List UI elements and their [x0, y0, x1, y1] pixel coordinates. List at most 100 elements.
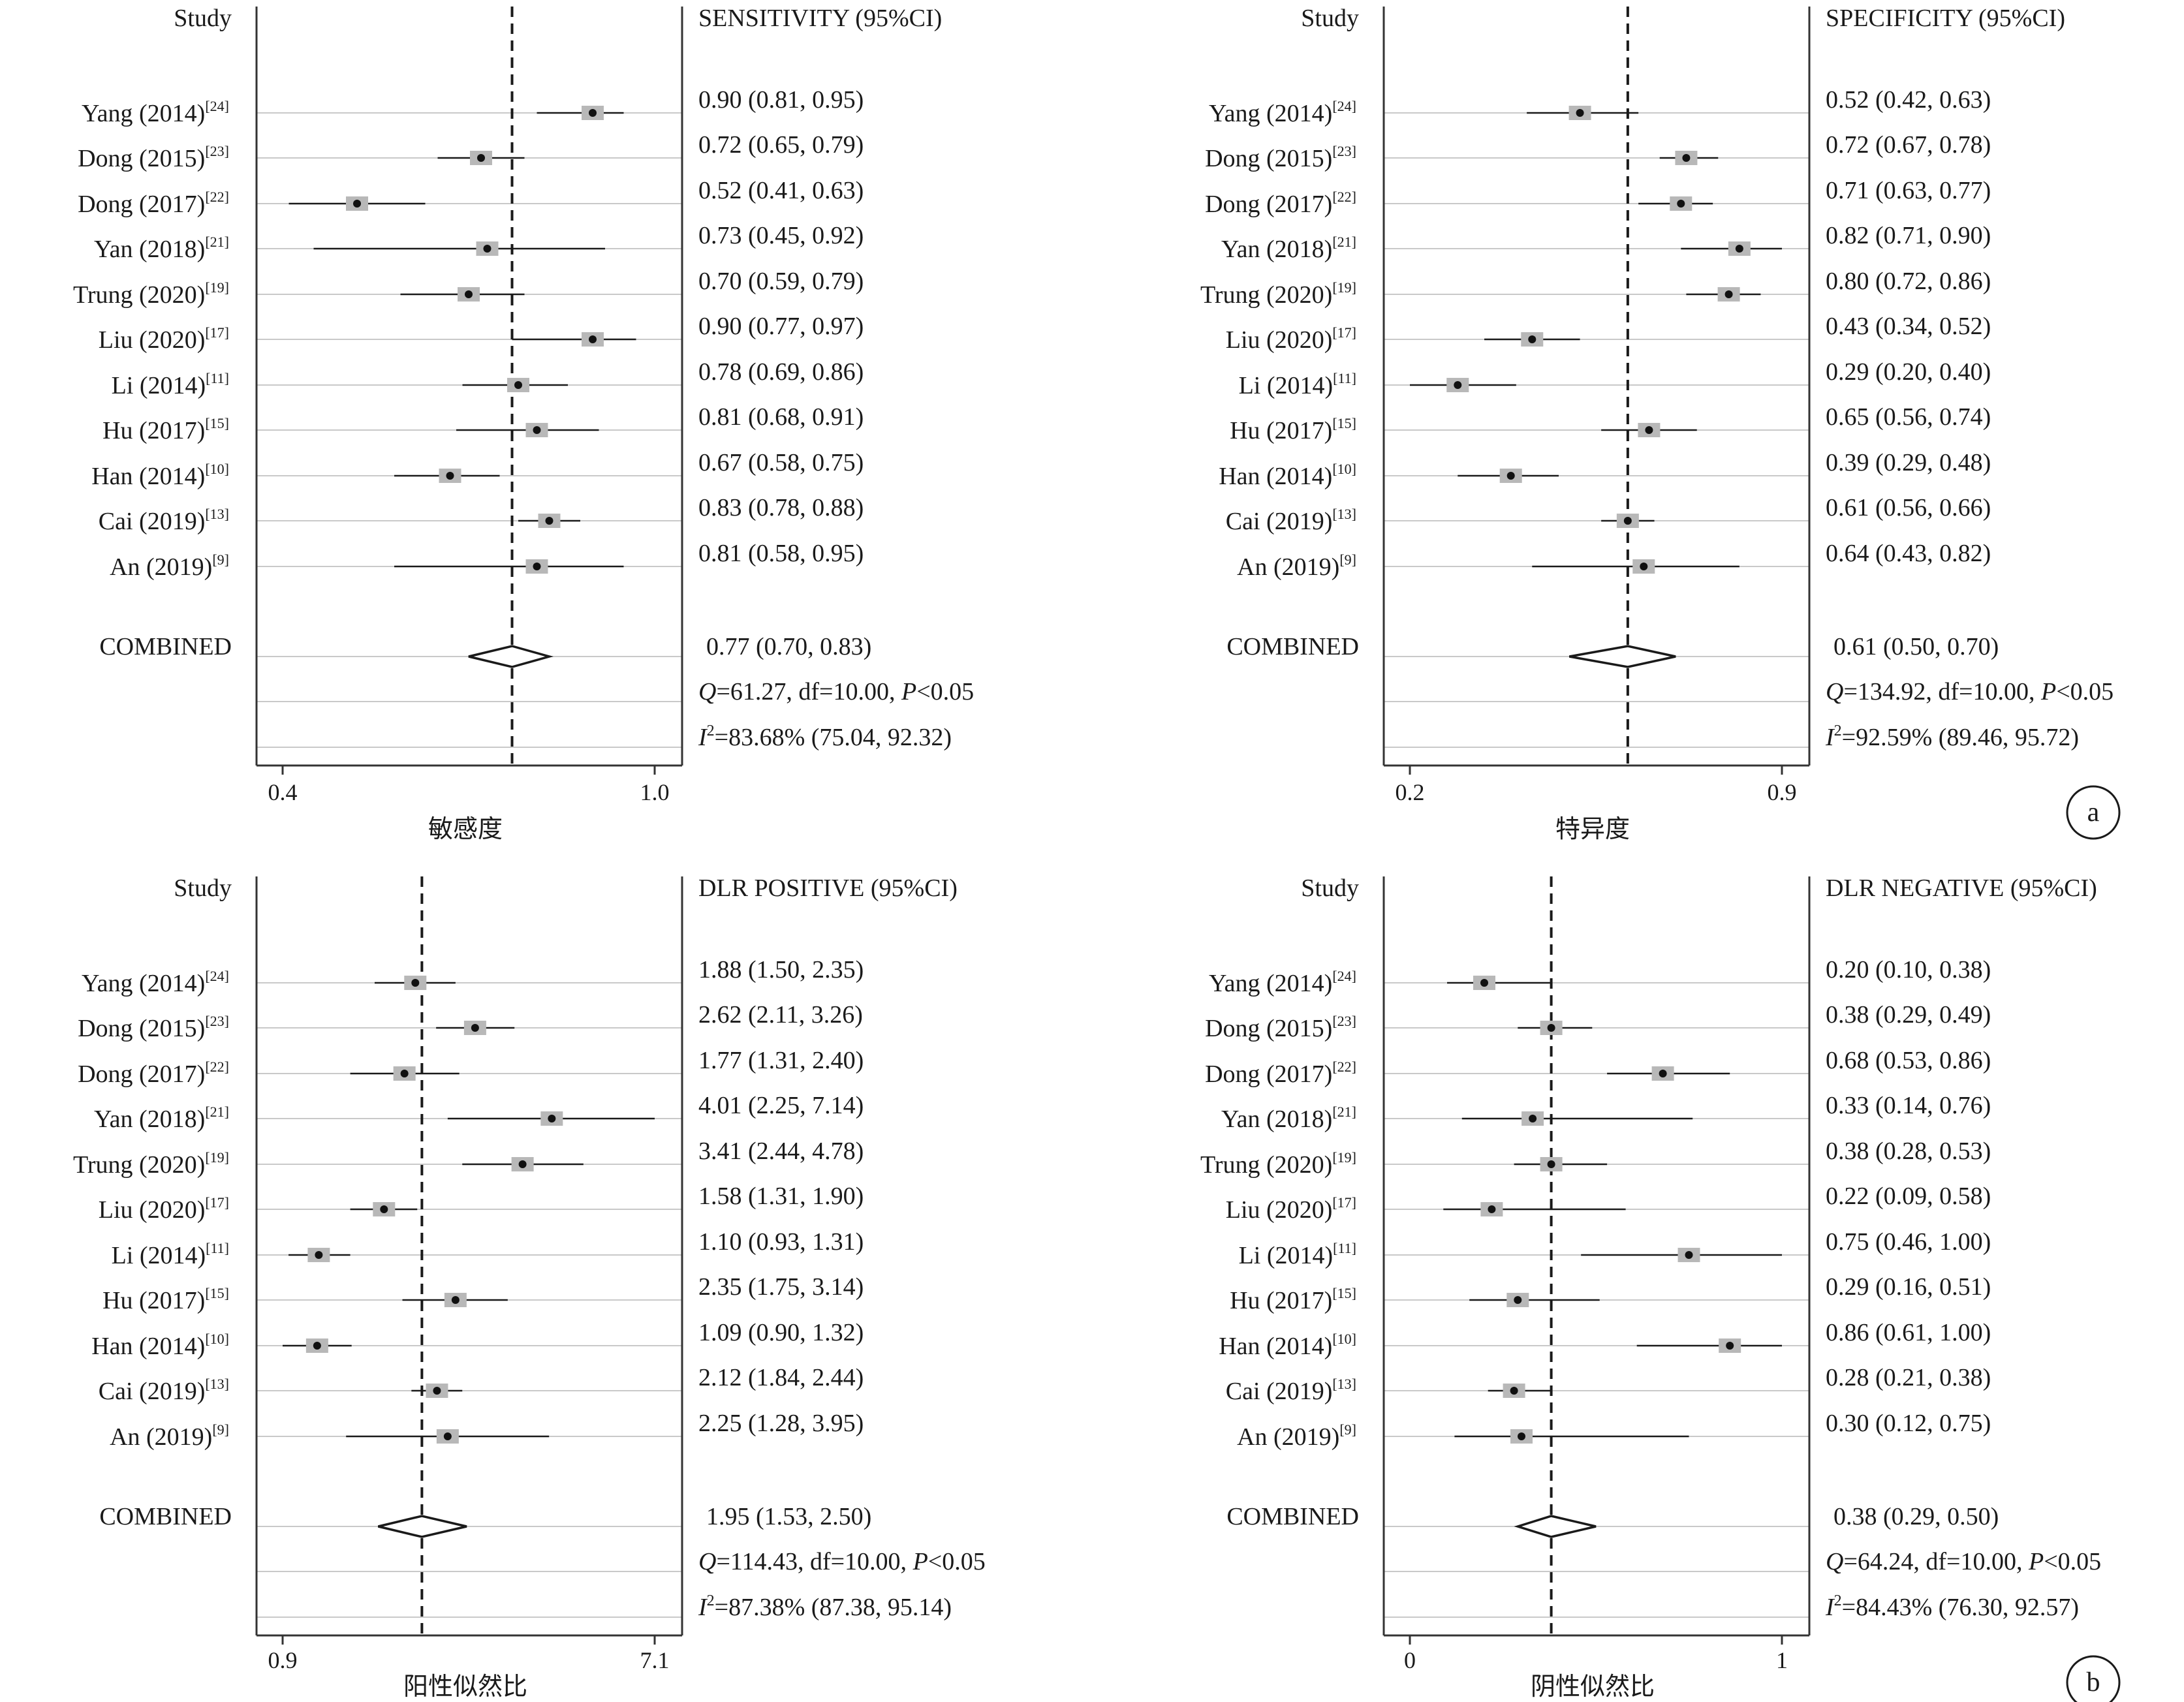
- study-reference: [23]: [205, 1013, 229, 1029]
- study-name-text: Liu (2020): [1226, 326, 1333, 354]
- point-estimate-marker: [451, 1296, 460, 1304]
- point-estimate-marker: [1518, 1432, 1525, 1440]
- study-name: Dong (2017)[22]: [1205, 1059, 1356, 1088]
- study-name: Dong (2017)[22]: [78, 189, 229, 218]
- point-estimate-marker: [380, 1205, 388, 1213]
- estimate-ci-label: 0.22 (0.09, 0.58): [1826, 1183, 1991, 1210]
- study-reference: [21]: [1332, 1104, 1356, 1120]
- study-reference: [24]: [205, 968, 229, 984]
- study-reference: [11]: [1333, 1240, 1356, 1256]
- combined-estimate-label: 0.77 (0.70, 0.83): [706, 633, 871, 660]
- study-reference: [11]: [206, 370, 229, 386]
- study-reference: [13]: [205, 1376, 229, 1392]
- study-name: Trung (2020)[19]: [73, 1149, 229, 1179]
- study-reference: [13]: [1332, 1376, 1356, 1392]
- panel-letter: b: [2087, 1667, 2100, 1697]
- study-reference: [17]: [1332, 1194, 1356, 1211]
- study-reference: [10]: [205, 1331, 229, 1347]
- estimate-ci-label: 0.78 (0.69, 0.86): [698, 358, 864, 386]
- estimate-ci-label: 0.65 (0.56, 0.74): [1826, 403, 1991, 431]
- study-reference: [17]: [205, 324, 229, 341]
- study-reference: [13]: [1332, 506, 1356, 522]
- combined-label: COMBINED: [99, 1503, 232, 1530]
- estimate-ci-label: 0.86 (0.61, 1.00): [1826, 1319, 1991, 1346]
- study-reference: [24]: [1332, 98, 1356, 114]
- point-estimate-marker: [518, 1160, 527, 1168]
- point-estimate-marker: [548, 1115, 556, 1122]
- estimate-ci-label: 0.67 (0.58, 0.75): [698, 449, 864, 476]
- point-estimate-marker: [589, 109, 597, 117]
- i-symbol: I: [698, 724, 708, 751]
- study-name: Dong (2017)[22]: [78, 1059, 229, 1088]
- study-column-header: Study: [174, 5, 232, 32]
- point-estimate-marker: [483, 245, 491, 253]
- p-value: <0.05: [2044, 1548, 2101, 1575]
- study-name: Yan (2018)[21]: [94, 1104, 229, 1133]
- study-name-text: Liu (2020): [99, 326, 206, 354]
- point-estimate-marker: [433, 1387, 441, 1395]
- i-squared-label: I2=87.38% (87.38, 95.14): [698, 1592, 952, 1621]
- estimate-ci-label: 0.43 (0.34, 0.52): [1826, 313, 1991, 340]
- study-name-text: Yan (2018): [1221, 1106, 1332, 1133]
- p-symbol: P: [2040, 678, 2056, 705]
- point-estimate-marker: [1623, 517, 1632, 525]
- point-estimate-marker: [1645, 426, 1653, 434]
- study-reference: [9]: [1339, 1421, 1356, 1438]
- point-estimate-marker: [446, 472, 454, 480]
- study-name: Yang (2014)[24]: [82, 968, 229, 997]
- q-symbol: Q: [1826, 678, 1843, 705]
- point-estimate-marker: [315, 1251, 323, 1259]
- estimate-ci-label: 1.58 (1.31, 1.90): [698, 1183, 864, 1210]
- study-name-text: Li (2014): [112, 372, 206, 399]
- q-statistic-label: Q=64.24, df=10.00, P<0.05: [1826, 1548, 2101, 1575]
- point-estimate-marker: [477, 154, 485, 162]
- study-name-text: An (2019): [110, 1423, 212, 1451]
- x-tick-label: 1.0: [640, 779, 670, 805]
- estimate-column-header: DLR NEGATIVE (95%CI): [1826, 874, 2097, 902]
- estimate-ci-label: 1.09 (0.90, 1.32): [698, 1319, 864, 1346]
- point-estimate-marker: [1510, 1387, 1518, 1395]
- point-estimate-marker: [1547, 1160, 1555, 1168]
- estimate-ci-label: 0.20 (0.10, 0.38): [1826, 956, 1991, 983]
- estimate-ci-label: 0.38 (0.28, 0.53): [1826, 1137, 1991, 1165]
- estimate-ci-label: 0.83 (0.78, 0.88): [698, 494, 864, 521]
- point-estimate-marker: [1677, 200, 1685, 208]
- point-estimate-marker: [1528, 335, 1537, 343]
- study-column-header: Study: [1301, 874, 1359, 902]
- study-name-text: Dong (2017): [78, 191, 205, 218]
- combined-estimate-label: 0.61 (0.50, 0.70): [1833, 633, 1999, 660]
- study-reference: [15]: [1332, 1285, 1356, 1301]
- study-reference: [10]: [1332, 461, 1356, 477]
- study-name: Yang (2014)[24]: [1209, 98, 1356, 127]
- estimate-ci-label: 0.72 (0.65, 0.79): [698, 131, 864, 159]
- x-tick-label: 0: [1404, 1647, 1416, 1673]
- study-reference: [10]: [205, 461, 229, 477]
- x-tick-label: 1: [1776, 1647, 1788, 1673]
- p-value: <0.05: [916, 678, 974, 705]
- estimate-ci-label: 0.64 (0.43, 0.82): [1826, 540, 1991, 567]
- x-axis-label: 阳性似然比: [403, 1672, 527, 1701]
- study-reference: [22]: [1332, 189, 1356, 205]
- point-estimate-marker: [411, 979, 420, 987]
- study-name-text: Cai (2019): [99, 508, 206, 535]
- estimate-ci-label: 1.77 (1.31, 2.40): [698, 1047, 864, 1074]
- estimate-ci-label: 0.82 (0.71, 0.90): [1826, 222, 1991, 249]
- study-name: An (2019)[9]: [1237, 1421, 1356, 1451]
- study-name-text: Liu (2020): [1226, 1196, 1333, 1224]
- study-name: Han (2014)[10]: [91, 461, 229, 490]
- estimate-ci-label: 0.73 (0.45, 0.92): [698, 222, 864, 249]
- estimate-ci-label: 0.28 (0.21, 0.38): [1826, 1364, 1991, 1391]
- study-name-text: Dong (2017): [1205, 191, 1332, 218]
- study-name: Li (2014)[11]: [112, 1240, 229, 1269]
- study-name: Li (2014)[11]: [1239, 1240, 1356, 1269]
- study-name: Han (2014)[10]: [1219, 461, 1356, 490]
- combined-estimate-label: 0.38 (0.29, 0.50): [1833, 1503, 1999, 1530]
- study-name-text: Dong (2015): [78, 1015, 205, 1042]
- study-name: Liu (2020)[17]: [1226, 1194, 1356, 1224]
- i-squared-value: =83.68% (75.04, 92.32): [715, 724, 952, 751]
- study-name: Li (2014)[11]: [112, 370, 229, 399]
- study-reference: [19]: [205, 279, 229, 296]
- point-estimate-marker: [1547, 1024, 1555, 1032]
- study-name-text: Trung (2020): [1200, 281, 1332, 309]
- estimate-ci-label: 0.52 (0.42, 0.63): [1826, 86, 1991, 114]
